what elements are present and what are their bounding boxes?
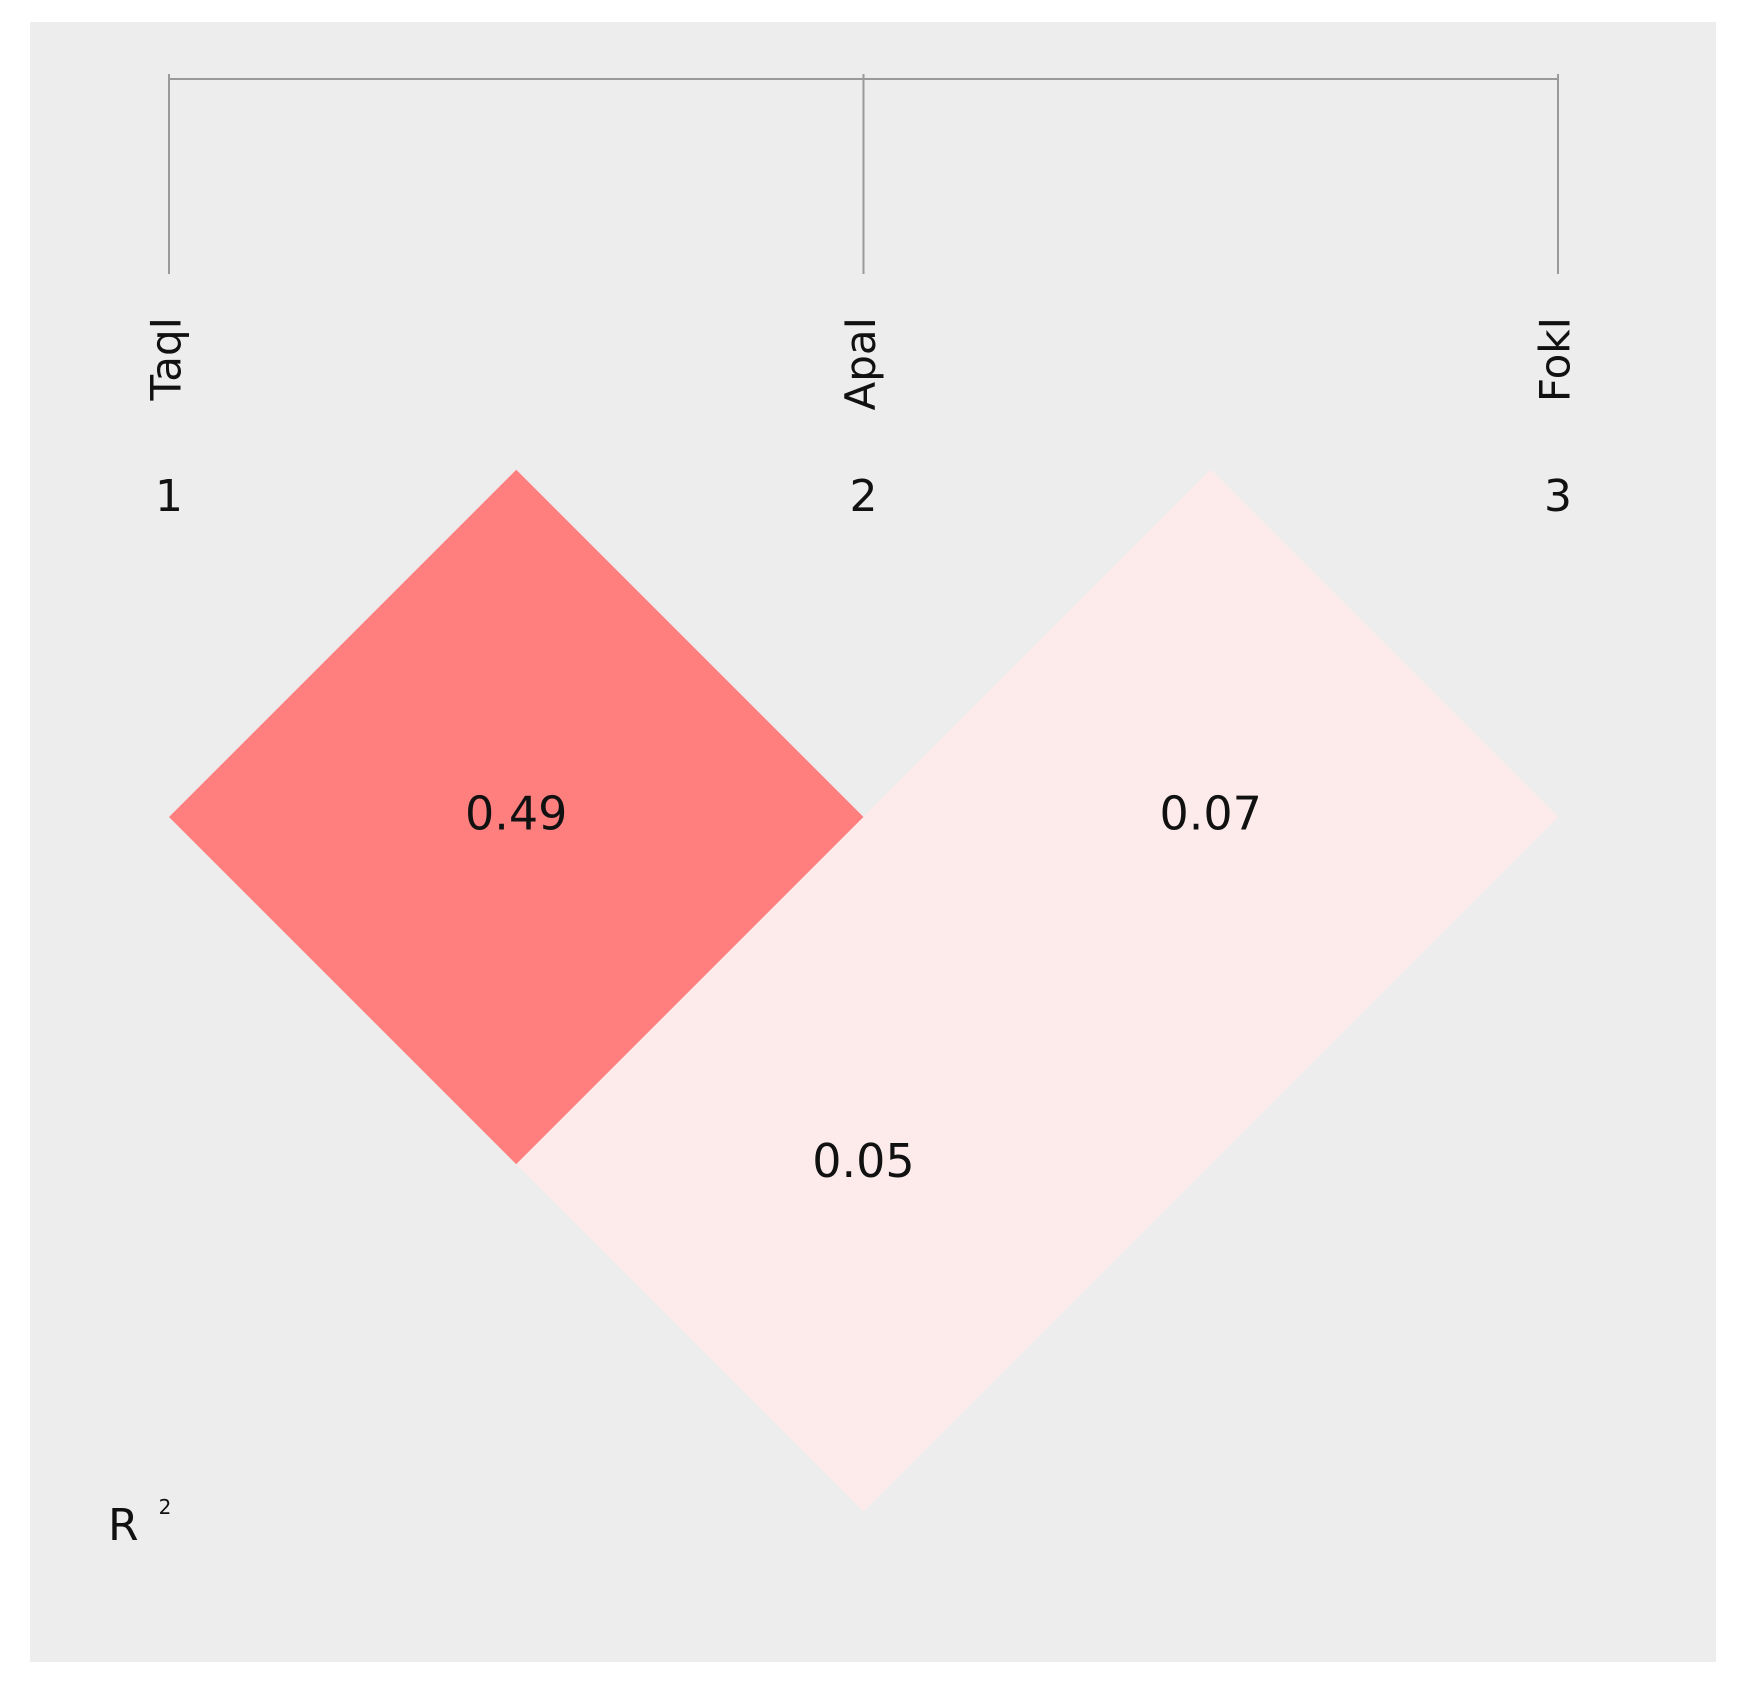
ld-plot: 0.49 0.07 0.05 TaqI 1 ApaI 2 FokI 3 R 2 [30, 22, 1716, 1662]
ld-cell-1-3 [516, 817, 1211, 1512]
ld-value-1-3: 0.05 [812, 1134, 914, 1188]
ld-plot-svg: 0.49 0.07 0.05 TaqI 1 ApaI 2 FokI 3 R 2 [108, 74, 1580, 1551]
marker-position-ruler [168, 74, 1559, 274]
ld-value-2-3: 0.07 [1160, 787, 1262, 841]
marker-name-2: ApaI [836, 317, 885, 411]
statistic-label: R 2 [108, 1495, 171, 1551]
marker-name-3: FokI [1531, 317, 1580, 402]
ld-cells: 0.49 0.07 0.05 [169, 469, 1558, 1512]
marker-labels: TaqI 1 ApaI 2 FokI 3 [142, 317, 1580, 522]
marker-name-1: TaqI [142, 317, 191, 402]
ld-value-1-2: 0.49 [465, 787, 567, 841]
marker-index-3: 3 [1544, 471, 1572, 522]
marker-index-1: 1 [155, 471, 183, 522]
statistic-label-base: R [108, 1500, 139, 1551]
marker-index-2: 2 [850, 471, 878, 522]
statistic-label-superscript: 2 [159, 1495, 172, 1519]
